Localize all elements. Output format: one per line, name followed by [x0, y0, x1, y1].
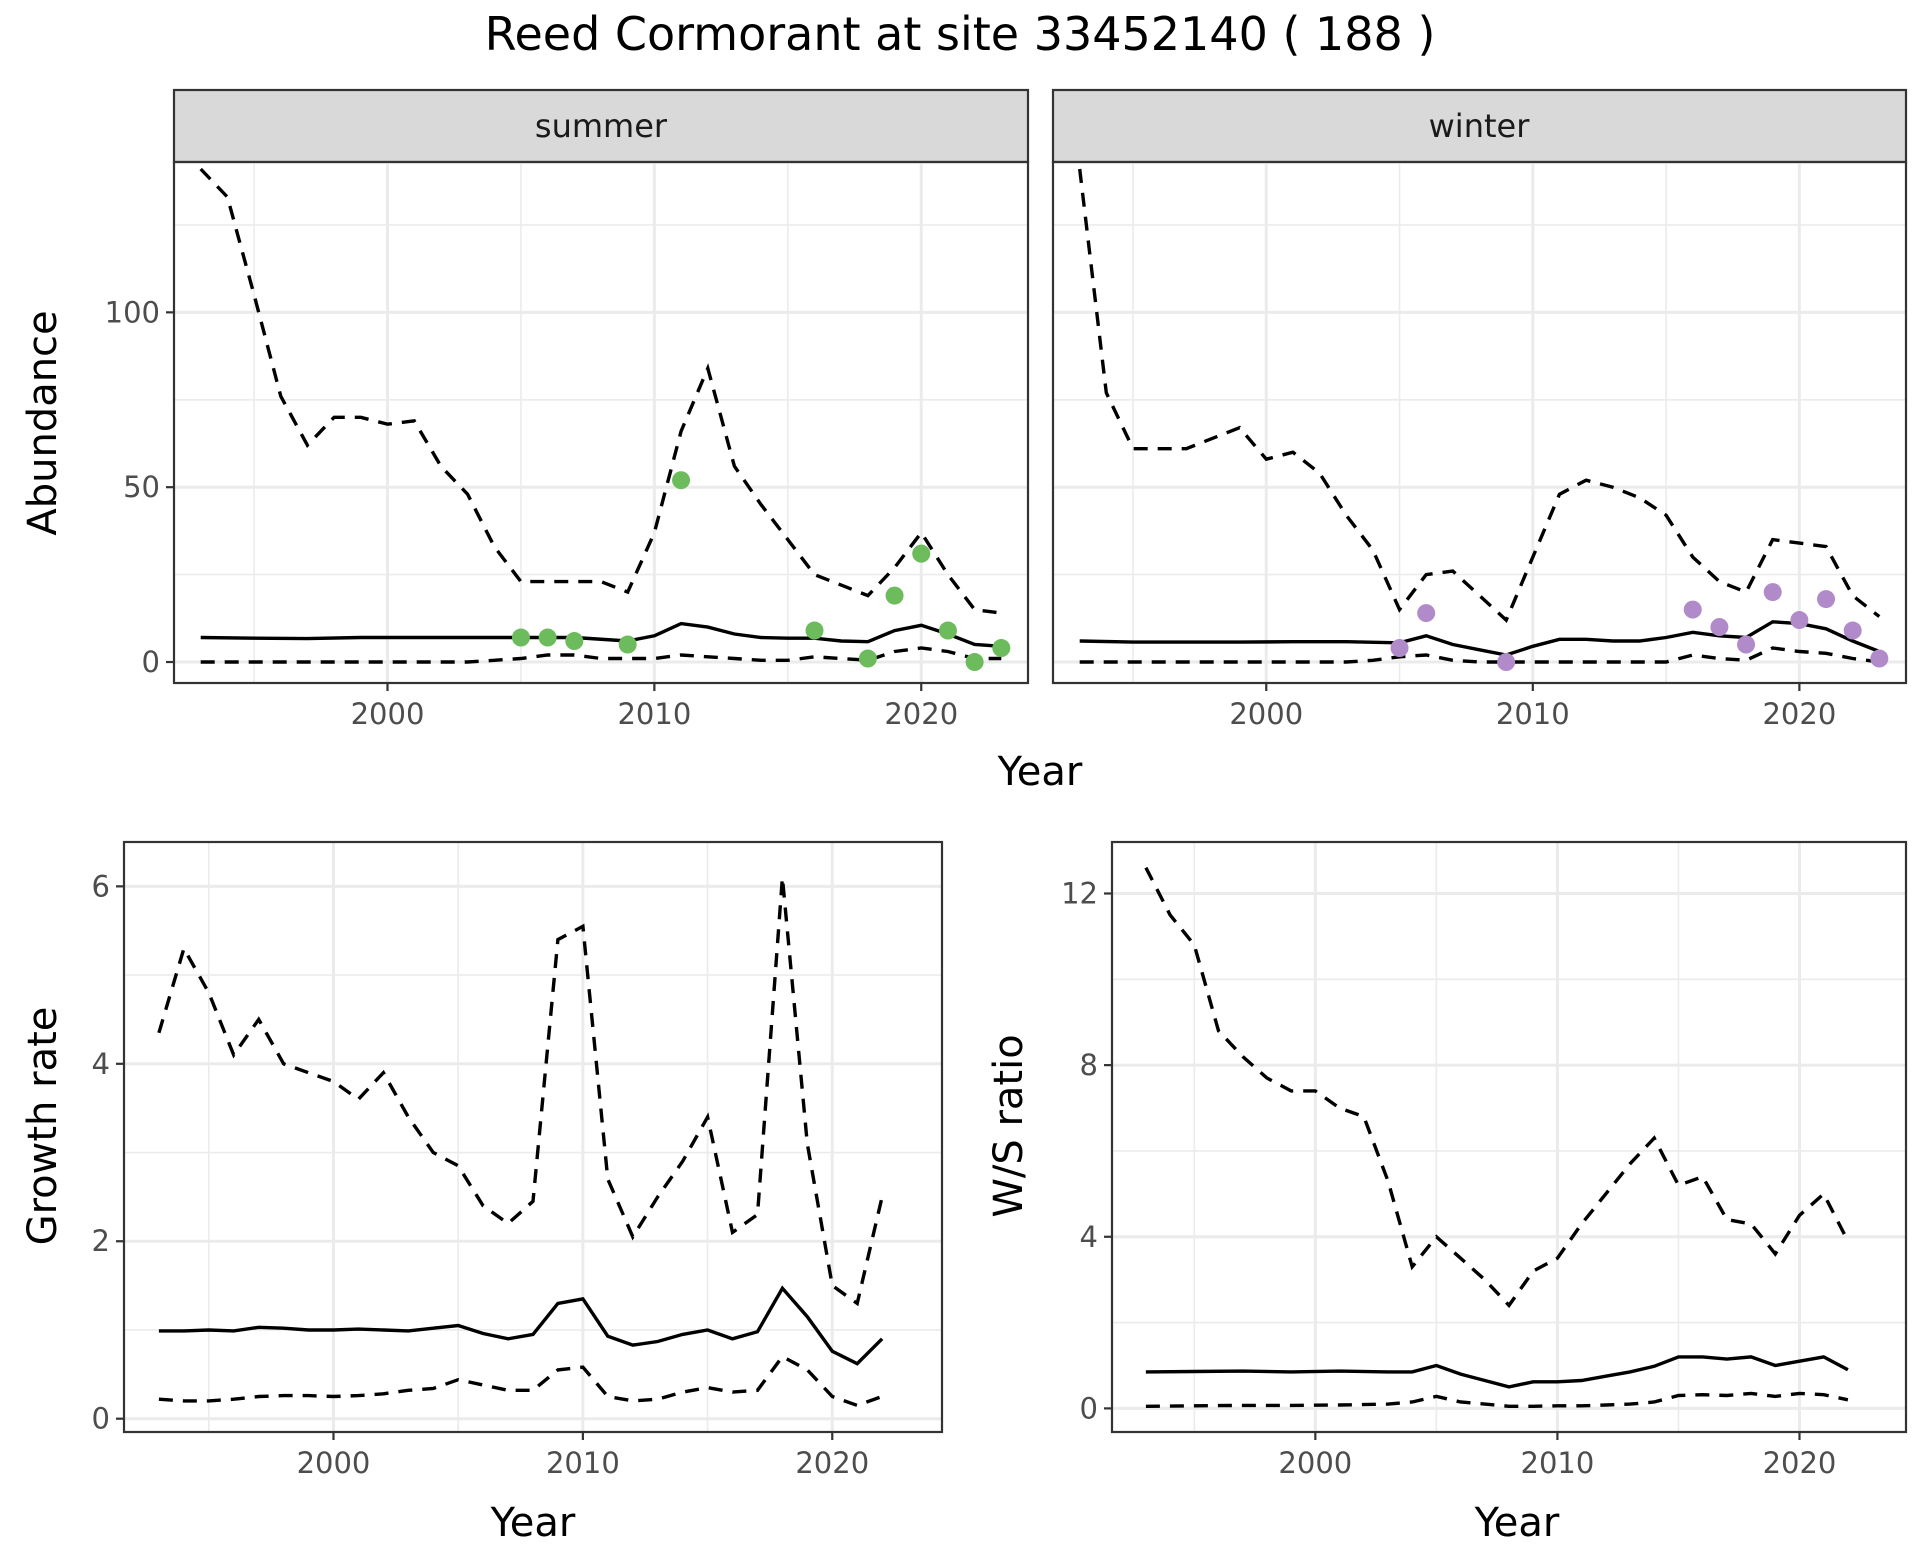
y-tick-label: 0	[92, 1402, 110, 1436]
count-point	[938, 621, 957, 640]
growth-y-axis-label: Growth rate	[20, 1007, 66, 1246]
ci-line	[157, 877, 884, 1307]
ci-line	[1078, 168, 1881, 623]
count-point	[1710, 618, 1729, 637]
plot-growth-rate: 2000 2010 2020 0 2 4 6	[92, 840, 944, 1480]
count-point	[511, 628, 530, 647]
ci-line	[1079, 646, 1880, 664]
y-tick-label: 4	[92, 1047, 110, 1081]
plot-ws-ratio: 2000 2010 2020 0 4 8 12	[1061, 840, 1908, 1480]
y-tick-label: 6	[92, 869, 110, 903]
count-point	[672, 471, 691, 490]
y-tick-label: 0	[1080, 1391, 1098, 1425]
strip-winter	[1051, 88, 1908, 164]
growth-x-axis-label: Year	[490, 1500, 576, 1546]
strip-winter-label: winter	[1429, 107, 1531, 145]
chart-title: Reed Cormorant at site 33452140 ( 188 )	[485, 7, 1436, 61]
count-point	[912, 544, 931, 563]
ci-line	[199, 167, 1002, 615]
count-point	[1843, 621, 1862, 640]
count-point	[1790, 611, 1809, 630]
panel-border	[122, 840, 944, 1434]
x-tick-label: 2020	[884, 697, 958, 731]
strip-summer	[172, 88, 1030, 164]
plot-summer-abundance: 2000 2010 2020 0 50 100	[105, 160, 1030, 731]
y-tick-label: 4	[1080, 1220, 1098, 1254]
count-point	[1870, 649, 1889, 668]
ws-x-axis-label: Year	[1474, 1500, 1560, 1546]
x-tick-label: 2020	[795, 1446, 869, 1480]
y-tick-label: 2	[92, 1224, 110, 1258]
x-tick-label: 2000	[1278, 1446, 1352, 1480]
x-tick-label: 2000	[351, 697, 425, 731]
x-tick-label: 2020	[1762, 697, 1836, 731]
abundance-y-axis-label: Abundance	[20, 310, 66, 535]
count-point	[1737, 635, 1756, 654]
mean-line	[1145, 1355, 1849, 1389]
plot-winter-abundance: 2000 2010 2020	[1051, 160, 1908, 731]
count-point	[965, 653, 984, 672]
count-point	[1417, 604, 1436, 623]
mean-line	[200, 621, 1002, 648]
x-tick-label: 2010	[617, 697, 691, 731]
ci-line	[158, 1354, 883, 1408]
panel-winter: winter 2000 2010 2020	[1051, 88, 1908, 731]
count-point	[1817, 590, 1836, 609]
count-point	[538, 628, 557, 647]
y-tick-label: 100	[105, 295, 160, 329]
panel-border	[172, 160, 1030, 685]
x-tick-label: 2000	[297, 1446, 371, 1480]
ws-y-axis-label: W/S ratio	[986, 1034, 1032, 1217]
x-tick-label: 2010	[1521, 1446, 1595, 1480]
panel-summer: summer 2000 2010 2020 0 50 100	[105, 88, 1030, 731]
count-point	[805, 621, 824, 640]
ci-line	[1145, 1391, 1849, 1408]
panel-border	[1051, 160, 1908, 685]
x-tick-label: 2010	[546, 1446, 620, 1480]
x-tick-label: 2010	[1496, 697, 1570, 731]
y-tick-label: 0	[142, 645, 160, 679]
count-point	[992, 639, 1011, 658]
ci-line	[1144, 866, 1850, 1309]
count-point	[565, 632, 584, 651]
count-point	[858, 649, 877, 668]
abundance-x-axis-label: Year	[997, 749, 1083, 795]
x-tick-label: 2000	[1229, 697, 1303, 731]
y-tick-label: 8	[1080, 1048, 1098, 1082]
count-point	[1390, 639, 1409, 658]
strip-summer-label: summer	[535, 107, 668, 145]
y-tick-label: 50	[123, 470, 160, 504]
count-point	[1683, 600, 1702, 619]
y-tick-label: 12	[1061, 876, 1098, 910]
x-tick-label: 2020	[1763, 1446, 1837, 1480]
mean-line	[158, 1285, 884, 1366]
mean-line	[1079, 620, 1880, 657]
count-point	[618, 635, 637, 654]
count-point	[1763, 583, 1782, 602]
count-point	[885, 586, 904, 605]
count-point	[1497, 653, 1516, 672]
ci-line	[200, 646, 1002, 664]
panel-border	[1110, 840, 1908, 1434]
